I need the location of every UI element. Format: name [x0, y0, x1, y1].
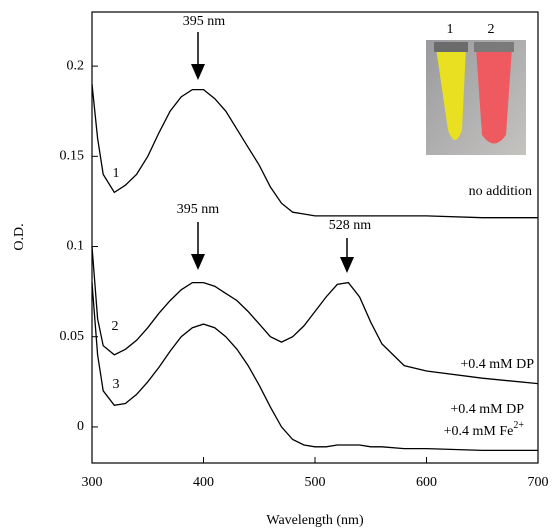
- annotation: 528 nm: [329, 218, 372, 233]
- curve-label: 2: [112, 319, 119, 334]
- x-tick-label: 600: [416, 475, 437, 490]
- y-tick-label: 0.2: [67, 58, 85, 73]
- annotation: +0.4 mM Fe2+: [444, 420, 525, 439]
- y-tick-label: 0: [77, 419, 84, 434]
- annotation-text: +0.4 mM Fe: [444, 424, 514, 439]
- x-tick-label: 400: [193, 475, 214, 490]
- curve-label: 1: [113, 166, 120, 181]
- y-tick-label: 0.1: [67, 239, 85, 254]
- y-axis-label: O.D.: [12, 223, 27, 250]
- annotation: 395 nm: [183, 14, 226, 29]
- arrow-head: [191, 254, 205, 270]
- spectrum-line: [91, 246, 539, 385]
- inset-label: 1: [447, 22, 454, 37]
- y-tick-label: 0.05: [60, 329, 85, 344]
- x-tick-label: 500: [305, 475, 326, 490]
- x-axis-label: Wavelength (nm): [266, 513, 364, 528]
- annotation-sup: 2+: [513, 420, 524, 431]
- spectrum-line: [91, 84, 538, 219]
- x-tick-label: 700: [528, 475, 549, 490]
- annotation: +0.4 mM DP: [460, 357, 534, 372]
- annotation: +0.4 mM DP: [450, 402, 524, 417]
- inset-label: 2: [488, 22, 495, 37]
- x-tick-label: 300: [82, 475, 103, 490]
- annotation: 395 nm: [177, 202, 220, 217]
- curve-label: 3: [113, 377, 120, 392]
- spectrum-line: [91, 282, 538, 452]
- y-tick-label: 0.15: [60, 149, 85, 164]
- arrow-head: [191, 64, 205, 80]
- arrow-head: [340, 257, 354, 273]
- annotation: no addition: [469, 184, 532, 199]
- inset-photo: [426, 40, 526, 155]
